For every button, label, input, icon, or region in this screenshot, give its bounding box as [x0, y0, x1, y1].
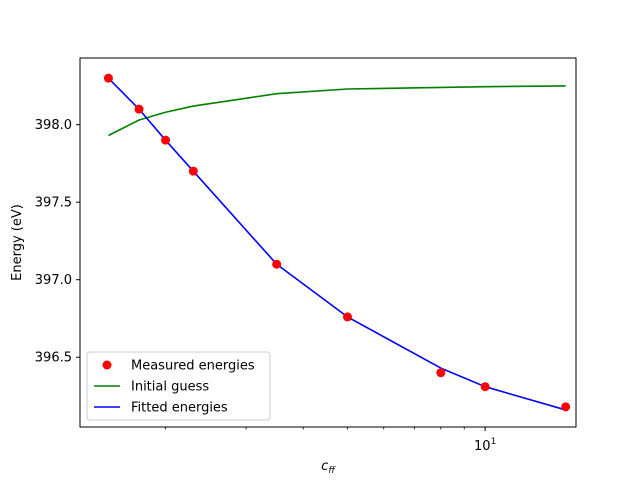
series-layer [103, 73, 571, 412]
legend-frame [86, 351, 271, 421]
data-point [343, 312, 353, 322]
axes-layer: 396.5 397.0 397.5 398.0 101 [35, 118, 497, 454]
data-point [561, 402, 571, 412]
legend-label: Fitted energies [131, 401, 228, 416]
data-point [272, 259, 282, 269]
y-tick-label: 396.5 [35, 351, 72, 366]
data-point [161, 135, 171, 145]
x-axis-label: cff [321, 459, 336, 476]
data-point [134, 104, 144, 114]
legend-marker [102, 360, 112, 370]
data-point [103, 73, 113, 83]
legend: Measured energies Initial guess Fitted ene… [86, 351, 271, 421]
y-axis-label: Energy (eV) [10, 204, 25, 281]
data-point [188, 166, 198, 176]
x-tick-label-exponent: 1 [491, 437, 497, 447]
x-axis-label-sub: ff [328, 466, 336, 476]
y-tick-label: 397.0 [35, 273, 72, 288]
data-point [480, 382, 490, 392]
y-tick-label: 398.0 [35, 118, 72, 133]
data-point [436, 368, 446, 378]
x-axis-label-main: c [321, 459, 328, 474]
legend-label: Measured energies [131, 359, 255, 374]
legend-label: Initial guess [131, 380, 209, 395]
plot-frame [79, 57, 577, 428]
x-tick-label: 101 [474, 437, 496, 454]
x-tick-label-base: 10 [474, 439, 491, 454]
y-tick-label: 397.5 [35, 196, 72, 211]
series-line-0 [108, 85, 566, 137]
